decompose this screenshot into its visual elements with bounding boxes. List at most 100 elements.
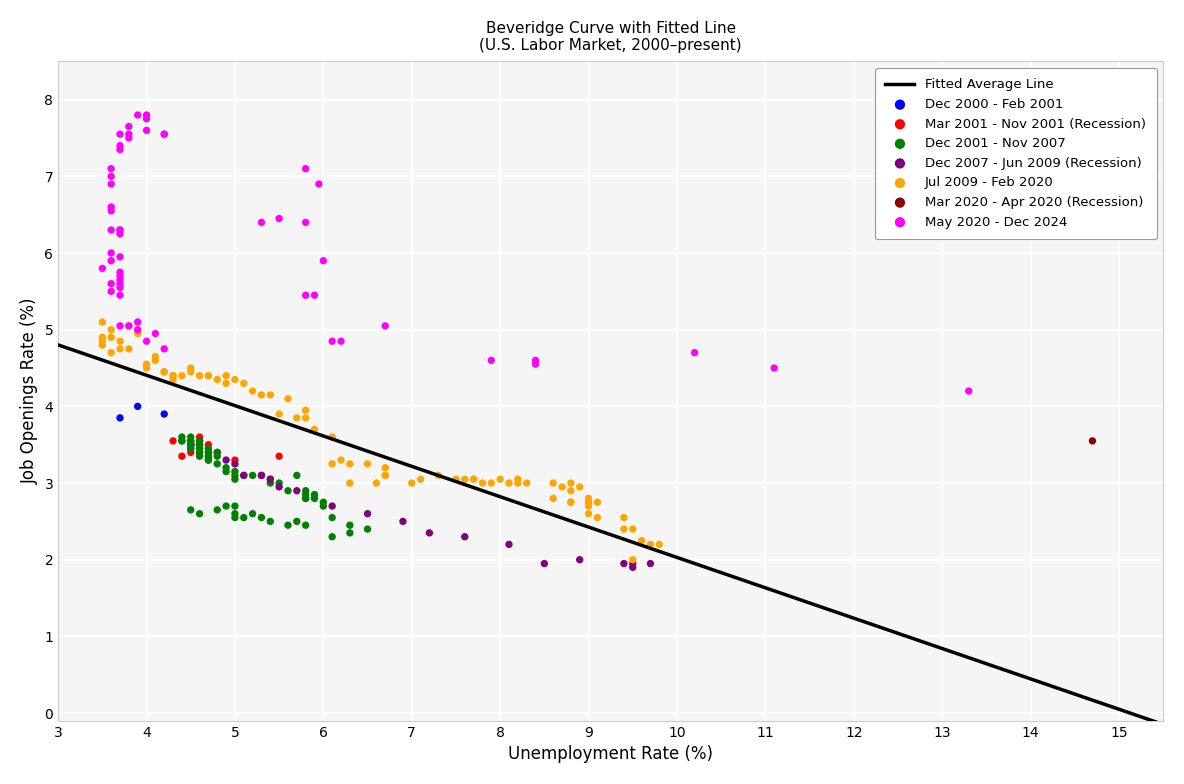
Dec 2001 - Nov 2007 <box>278 519 297 532</box>
May 2020 - Dec 2024 <box>482 354 501 367</box>
Jul 2009 - Feb 2020 <box>155 365 174 378</box>
Dec 2001 - Nov 2007 <box>323 531 342 543</box>
Jul 2009 - Feb 2020 <box>128 327 147 339</box>
Mar 2001 - Nov 2001 (Recession) <box>173 450 192 463</box>
Dec 2001 - Nov 2007 <box>181 438 200 451</box>
Dec 2007 - Jun 2009 (Recession) <box>260 473 279 485</box>
Jul 2009 - Feb 2020 <box>561 477 580 489</box>
Jul 2009 - Feb 2020 <box>181 365 200 378</box>
May 2020 - Dec 2024 <box>120 132 139 144</box>
Jul 2009 - Feb 2020 <box>191 369 210 382</box>
Dec 2001 - Nov 2007 <box>305 488 324 501</box>
Jul 2009 - Feb 2020 <box>650 538 669 550</box>
Jul 2009 - Feb 2020 <box>163 369 182 382</box>
Dec 2001 - Nov 2007 <box>252 469 271 481</box>
Jul 2009 - Feb 2020 <box>296 412 315 424</box>
Dec 2001 - Nov 2007 <box>234 469 253 481</box>
Jul 2009 - Feb 2020 <box>614 511 633 524</box>
Dec 2001 - Nov 2007 <box>225 511 244 524</box>
Jul 2009 - Feb 2020 <box>403 477 422 489</box>
Dec 2001 - Nov 2007 <box>181 442 200 455</box>
May 2020 - Dec 2024 <box>296 289 315 302</box>
Mar 2001 - Nov 2001 (Recession) <box>181 446 200 459</box>
Dec 2001 - Nov 2007 <box>260 477 279 489</box>
May 2020 - Dec 2024 <box>270 212 289 225</box>
Jul 2009 - Feb 2020 <box>543 492 562 505</box>
May 2020 - Dec 2024 <box>686 347 704 359</box>
Jul 2009 - Feb 2020 <box>110 343 129 355</box>
Dec 2001 - Nov 2007 <box>288 469 307 481</box>
Dec 2001 - Nov 2007 <box>296 492 315 505</box>
May 2020 - Dec 2024 <box>102 255 121 267</box>
Dec 2001 - Nov 2007 <box>181 438 200 451</box>
May 2020 - Dec 2024 <box>526 358 545 371</box>
May 2020 - Dec 2024 <box>375 320 394 332</box>
Jul 2009 - Feb 2020 <box>579 492 598 505</box>
Jul 2009 - Feb 2020 <box>323 430 342 443</box>
Dec 2007 - Jun 2009 (Recession) <box>623 561 642 574</box>
Dec 2001 - Nov 2007 <box>191 434 210 447</box>
Dec 2001 - Nov 2007 <box>199 446 218 459</box>
Jul 2009 - Feb 2020 <box>508 477 527 489</box>
May 2020 - Dec 2024 <box>252 216 271 229</box>
Dec 2001 - Nov 2007 <box>260 473 279 485</box>
Jul 2009 - Feb 2020 <box>181 361 200 374</box>
Dec 2001 - Nov 2007 <box>270 477 289 489</box>
Dec 2001 - Nov 2007 <box>217 465 236 477</box>
May 2020 - Dec 2024 <box>110 320 129 332</box>
Dec 2001 - Nov 2007 <box>181 434 200 447</box>
Jul 2009 - Feb 2020 <box>464 473 483 485</box>
Jul 2009 - Feb 2020 <box>517 477 536 489</box>
Jul 2009 - Feb 2020 <box>571 481 590 493</box>
Jul 2009 - Feb 2020 <box>92 339 111 351</box>
Dec 2001 - Nov 2007 <box>207 458 226 470</box>
Jul 2009 - Feb 2020 <box>252 389 271 401</box>
Jul 2009 - Feb 2020 <box>588 511 607 524</box>
Dec 2001 - Nov 2007 <box>225 469 244 481</box>
Jul 2009 - Feb 2020 <box>199 369 218 382</box>
Mar 2001 - Nov 2001 (Recession) <box>270 450 289 463</box>
Jul 2009 - Feb 2020 <box>217 377 236 390</box>
Jul 2009 - Feb 2020 <box>464 473 483 485</box>
May 2020 - Dec 2024 <box>296 162 315 175</box>
Dec 2001 - Nov 2007 <box>225 473 244 485</box>
Jul 2009 - Feb 2020 <box>632 534 651 546</box>
Jul 2009 - Feb 2020 <box>102 324 121 336</box>
Jul 2009 - Feb 2020 <box>340 477 359 489</box>
Jul 2009 - Feb 2020 <box>270 408 289 420</box>
Dec 2001 - Nov 2007 <box>323 511 342 524</box>
Jul 2009 - Feb 2020 <box>207 373 226 386</box>
Jul 2009 - Feb 2020 <box>456 473 475 485</box>
Dec 2000 - Feb 2001 <box>128 400 147 412</box>
Jul 2009 - Feb 2020 <box>243 385 262 397</box>
Dec 2001 - Nov 2007 <box>199 454 218 466</box>
May 2020 - Dec 2024 <box>110 143 129 156</box>
Jul 2009 - Feb 2020 <box>500 477 519 489</box>
Dec 2001 - Nov 2007 <box>207 450 226 463</box>
May 2020 - Dec 2024 <box>110 274 129 286</box>
Dec 2007 - Jun 2009 (Recession) <box>288 485 307 497</box>
Title: Beveridge Curve with Fitted Line
(U.S. Labor Market, 2000–present): Beveridge Curve with Fitted Line (U.S. L… <box>480 21 742 53</box>
Dec 2007 - Jun 2009 (Recession) <box>535 557 554 570</box>
Mar 2001 - Nov 2001 (Recession) <box>191 430 210 443</box>
Dec 2001 - Nov 2007 <box>181 438 200 451</box>
Jul 2009 - Feb 2020 <box>375 469 394 481</box>
Jul 2009 - Feb 2020 <box>472 477 491 489</box>
Dec 2001 - Nov 2007 <box>296 492 315 505</box>
Dec 2000 - Feb 2001 <box>110 412 129 424</box>
Dec 2001 - Nov 2007 <box>296 485 315 497</box>
May 2020 - Dec 2024 <box>137 113 156 125</box>
May 2020 - Dec 2024 <box>110 223 129 236</box>
Mar 2001 - Nov 2001 (Recession) <box>163 434 182 447</box>
Dec 2007 - Jun 2009 (Recession) <box>323 499 342 512</box>
May 2020 - Dec 2024 <box>110 278 129 290</box>
Dec 2001 - Nov 2007 <box>260 515 279 528</box>
Dec 2001 - Nov 2007 <box>225 507 244 520</box>
May 2020 - Dec 2024 <box>305 289 324 302</box>
Dec 2000 - Feb 2001 <box>155 408 174 420</box>
Jul 2009 - Feb 2020 <box>543 477 562 489</box>
Jul 2009 - Feb 2020 <box>561 496 580 509</box>
May 2020 - Dec 2024 <box>137 109 156 122</box>
May 2020 - Dec 2024 <box>110 227 129 240</box>
Dec 2007 - Jun 2009 (Recession) <box>420 527 439 539</box>
